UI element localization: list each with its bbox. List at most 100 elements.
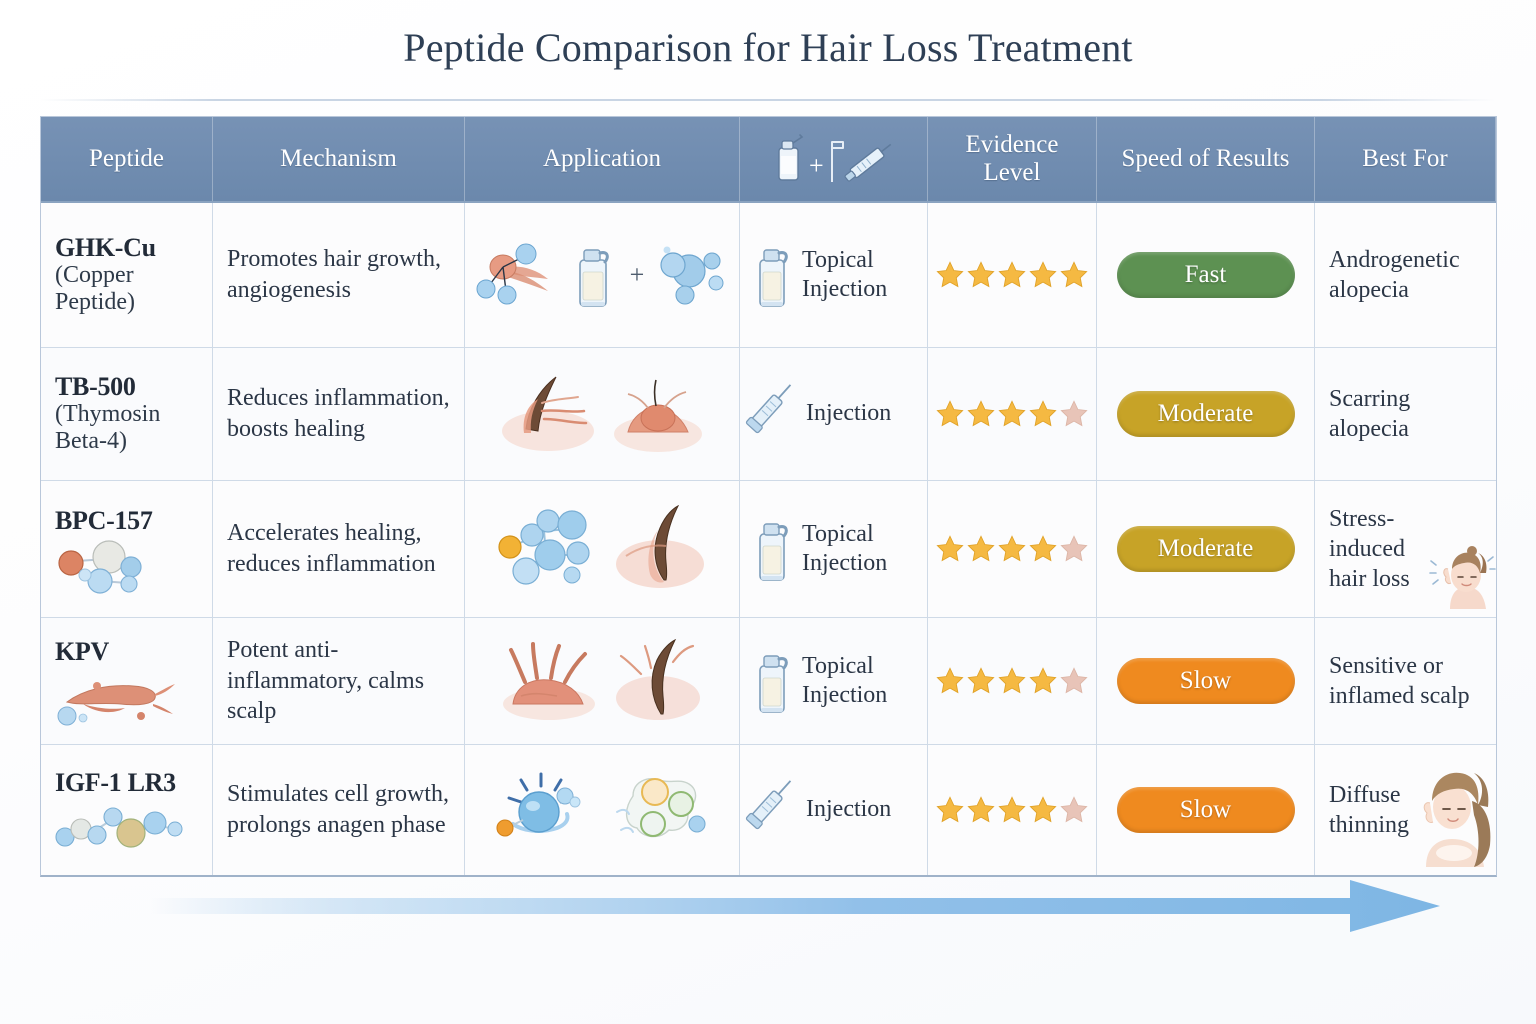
- mechanism-text: Accelerates healing, reduces inflammatio…: [227, 520, 436, 577]
- follicle-molecule-icon: [476, 239, 556, 311]
- cell-application: [465, 481, 740, 617]
- column-header-application: Application: [465, 117, 740, 201]
- cell-mechanism: Stimulates cell growth, prolongs anagen …: [213, 745, 465, 875]
- cell-peptide: TB-500 (Thymosin Beta-4): [41, 348, 213, 480]
- evidence-stars: [935, 534, 1089, 564]
- peptide-name: IGF-1 LR3: [55, 767, 176, 797]
- cell-method: Topical Injection: [740, 618, 928, 744]
- column-header-evidence: Evidence Level: [928, 117, 1097, 201]
- table-row[interactable]: BPC-157: [41, 481, 1496, 618]
- star-icon: [967, 261, 995, 288]
- status-badge: Fast: [1116, 252, 1295, 298]
- evidence-stars: [935, 260, 1089, 290]
- molecule-chain-icon: [55, 801, 198, 851]
- table-header-row: Peptide Mechanism Application: [41, 117, 1496, 203]
- star-icon: [998, 796, 1026, 823]
- method-text: Injection: [806, 796, 892, 823]
- column-header-bestfor: Best For: [1315, 117, 1496, 201]
- cell-bestfor: Sensitive or inflamed scalp: [1315, 618, 1496, 744]
- star-icon: [967, 400, 995, 427]
- cell-bestfor: Diffuse thinning: [1315, 745, 1496, 875]
- spray-bottle-icon: [752, 644, 794, 718]
- evidence-stars: [935, 666, 1089, 696]
- inflamed-follicle-icon: [498, 369, 598, 459]
- column-header-speed: Speed of Results: [1097, 117, 1315, 201]
- header-label: Mechanism: [280, 145, 397, 172]
- status-badge: Moderate: [1116, 526, 1295, 572]
- cell-evidence: [928, 348, 1097, 480]
- cell-peptide: BPC-157: [41, 481, 213, 617]
- bottle-plus-syringe-icon: +: [769, 132, 899, 186]
- star-icon: [998, 535, 1026, 562]
- molecule-cluster-icon: [656, 243, 726, 307]
- table-row[interactable]: TB-500 (Thymosin Beta-4) Reduces inflamm…: [41, 348, 1496, 481]
- woman-thinning-hair-icon: [1412, 761, 1496, 867]
- cell-application: [465, 348, 740, 480]
- molecule-cluster-icon: [496, 507, 600, 591]
- star-icon: [1029, 667, 1057, 694]
- evidence-stars: [935, 399, 1089, 429]
- star-icon: [936, 667, 964, 694]
- progression-arrow: [150, 878, 1440, 934]
- title-divider: [40, 99, 1496, 101]
- cell-peptide: KPV: [41, 618, 213, 744]
- star-icon: [936, 400, 964, 427]
- cell-speed: Slow: [1097, 745, 1315, 875]
- stressed-person-icon: [1428, 546, 1496, 609]
- peptide-subtitle: (Thymosin Beta-4): [55, 400, 161, 455]
- star-icon-faded: [1060, 667, 1088, 694]
- svg-text:+: +: [809, 151, 824, 180]
- syringe-icon: [745, 378, 798, 450]
- status-badge: Moderate: [1116, 391, 1295, 437]
- method-text: Topical Injection: [802, 652, 888, 708]
- table-row[interactable]: KPV Potent anti-inflammatory, calm: [41, 618, 1496, 745]
- cell-method: Topical Injection: [740, 203, 928, 347]
- cell-mechanism: Reduces inflammation, boosts healing: [213, 348, 465, 480]
- cell-bestfor: Stress-induced hair loss: [1315, 481, 1496, 617]
- peptide-subtitle: (Copper Peptide): [55, 261, 135, 316]
- spray-bottle-icon: [568, 238, 618, 312]
- cell-mechanism: Promotes hair growth, angiogenesis: [213, 203, 465, 347]
- star-icon: [936, 261, 964, 288]
- peptide-name: GHK-Cu: [55, 232, 156, 262]
- header-label: Peptide: [89, 145, 164, 172]
- bestfor-text: Diffuse thinning: [1329, 781, 1410, 838]
- mechanism-text: Potent anti-inflammatory, calms scalp: [227, 636, 425, 725]
- header-label: Best For: [1362, 145, 1448, 172]
- cell-speed: Moderate: [1097, 481, 1315, 617]
- cell-method: Topical Injection: [740, 481, 928, 617]
- cell-application: [465, 618, 740, 744]
- cell-speed: Moderate: [1097, 348, 1315, 480]
- peptide-name: BPC-157: [55, 505, 153, 535]
- cell-bestfor: Scarring alopecia: [1315, 348, 1496, 480]
- method-text: Topical Injection: [802, 246, 888, 302]
- status-badge: Slow: [1116, 658, 1295, 704]
- glowing-cell-icon: [495, 768, 593, 852]
- cell-evidence: [928, 203, 1097, 347]
- star-icon: [1029, 535, 1057, 562]
- star-icon: [1029, 400, 1057, 427]
- mechanism-text: Stimulates cell growth, prolongs anagen …: [227, 781, 449, 838]
- method-text: Injection: [806, 400, 892, 427]
- star-icon-faded: [1060, 535, 1088, 562]
- star-icon: [1060, 261, 1088, 288]
- cell-method: Injection: [740, 348, 928, 480]
- star-icon: [1029, 796, 1057, 823]
- cell-application: [465, 745, 740, 875]
- irritated-scalp-icon: [499, 638, 599, 724]
- star-icon: [998, 261, 1026, 288]
- peptide-chain-icon: [55, 670, 198, 726]
- title-block: Peptide Comparison for Hair Loss Treatme…: [0, 24, 1536, 71]
- cell-mechanism: Potent anti-inflammatory, calms scalp: [213, 618, 465, 744]
- syringe-icon: [745, 774, 798, 846]
- cell-evidence: [928, 745, 1097, 875]
- scalp-bump-icon: [610, 370, 706, 458]
- table-row[interactable]: IGF-1 LR3: [41, 745, 1496, 875]
- molecule-icon: [55, 539, 198, 594]
- table-row[interactable]: GHK-Cu (Copper Peptide) Promotes hair gr…: [41, 203, 1496, 348]
- star-icon: [936, 535, 964, 562]
- bestfor-text: Scarring alopecia: [1329, 385, 1411, 442]
- peptide-name: TB-500: [55, 371, 136, 401]
- star-icon: [998, 400, 1026, 427]
- star-icon-faded: [1060, 400, 1088, 427]
